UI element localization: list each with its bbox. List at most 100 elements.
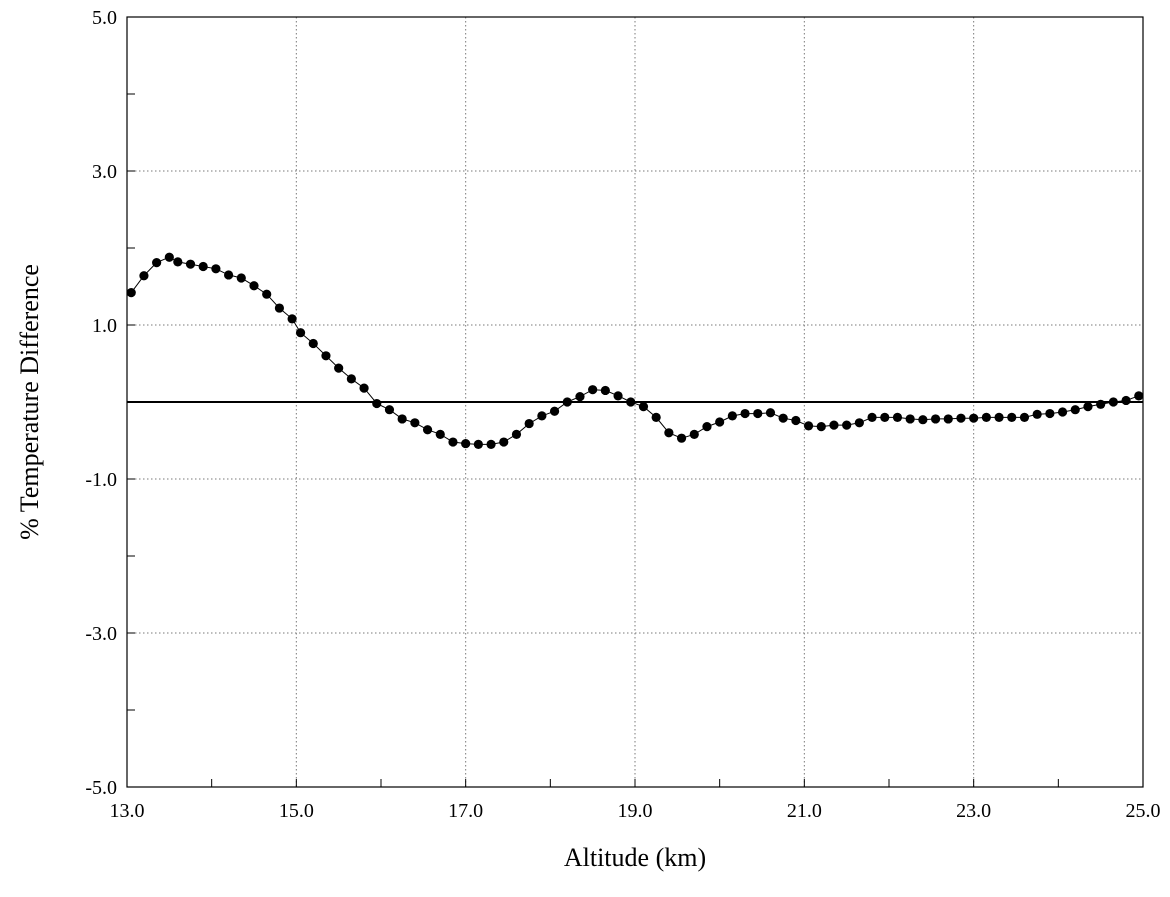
data-point xyxy=(249,281,259,291)
data-point xyxy=(486,439,496,449)
x-tick-label: 21.0 xyxy=(787,800,822,822)
data-point xyxy=(549,406,560,416)
data-point xyxy=(359,383,369,393)
y-tick-label: 3.0 xyxy=(92,161,117,183)
data-point xyxy=(346,374,356,384)
data-point xyxy=(422,425,433,435)
data-point xyxy=(139,271,149,281)
y-tick-labels: -5.0 -3.0 -1.0 1.0 3.0 5.0 xyxy=(85,7,117,799)
data-point xyxy=(262,289,272,299)
data-point xyxy=(981,412,991,422)
data-point xyxy=(676,433,687,443)
data-point xyxy=(473,439,483,449)
data-point xyxy=(778,413,788,423)
data-point xyxy=(664,428,674,438)
data-point xyxy=(613,391,623,401)
data-point xyxy=(765,408,776,418)
data-point xyxy=(651,412,661,422)
data-point xyxy=(562,397,572,407)
data-points xyxy=(126,252,1144,449)
x-tick-label: 13.0 xyxy=(110,800,145,822)
y-tick-label: 1.0 xyxy=(92,315,117,337)
data-point xyxy=(1007,412,1017,422)
data-point xyxy=(321,351,331,361)
data-point xyxy=(1134,391,1144,401)
data-point xyxy=(702,422,712,432)
data-point xyxy=(384,405,395,415)
data-point xyxy=(880,412,890,422)
data-point xyxy=(164,252,174,262)
data-point xyxy=(600,385,610,396)
x-tick-label: 25.0 xyxy=(1126,800,1161,822)
data-point xyxy=(918,415,928,425)
data-point xyxy=(588,385,598,395)
data-point xyxy=(816,422,826,432)
data-point xyxy=(537,411,547,421)
data-point xyxy=(1045,408,1055,419)
data-point xyxy=(397,414,407,424)
data-point xyxy=(626,397,636,407)
data-point xyxy=(274,303,284,313)
data-point xyxy=(892,412,903,422)
data-point xyxy=(524,418,534,429)
data-point xyxy=(1096,399,1106,409)
x-tick-label: 17.0 xyxy=(448,800,483,822)
y-tick-label: -5.0 xyxy=(85,777,117,799)
data-point xyxy=(152,258,162,268)
data-point xyxy=(791,415,801,426)
x-axis-label: Altitude (km) xyxy=(564,843,706,872)
data-point xyxy=(842,420,852,430)
data-point xyxy=(638,402,649,412)
data-point xyxy=(905,414,915,424)
data-point xyxy=(511,429,522,439)
y-axis-label: % Temperature Difference xyxy=(15,264,44,540)
data-point xyxy=(867,412,877,422)
data-point xyxy=(715,417,725,427)
data-point xyxy=(930,414,941,424)
data-point xyxy=(334,363,344,373)
data-point xyxy=(1070,405,1080,415)
data-point xyxy=(956,413,966,423)
x-tick-label: 23.0 xyxy=(956,800,991,822)
data-point xyxy=(1121,395,1131,406)
data-point xyxy=(740,408,750,419)
data-point xyxy=(448,437,458,447)
data-point xyxy=(854,418,864,428)
data-point xyxy=(435,429,445,439)
data-point xyxy=(372,398,382,409)
y-tick-label: 5.0 xyxy=(92,7,117,29)
y-tick-label: -1.0 xyxy=(85,469,117,491)
data-point xyxy=(969,413,979,423)
x-tick-label: 19.0 xyxy=(618,800,653,822)
data-point xyxy=(1108,397,1118,407)
y-tick-label: -3.0 xyxy=(85,623,117,645)
x-tick-label: 15.0 xyxy=(279,800,314,822)
data-point xyxy=(224,270,234,280)
data-point xyxy=(943,414,953,424)
data-point xyxy=(308,338,318,349)
data-point xyxy=(295,328,306,338)
data-point xyxy=(1057,407,1068,417)
data-point xyxy=(173,257,183,267)
data-point xyxy=(461,438,471,449)
data-point xyxy=(1083,402,1093,412)
data-point xyxy=(410,418,420,428)
data-point xyxy=(727,411,737,421)
data-point xyxy=(198,261,208,272)
data-point xyxy=(829,420,839,430)
data-point xyxy=(236,273,246,283)
data-point xyxy=(803,421,814,431)
data-point xyxy=(575,392,585,402)
data-point xyxy=(1019,412,1030,422)
data-point xyxy=(753,408,763,419)
data-point xyxy=(994,412,1004,422)
x-tick-labels: 13.0 15.0 17.0 19.0 21.0 23.0 25.0 xyxy=(110,800,1161,822)
data-point xyxy=(689,429,699,439)
data-point xyxy=(499,437,509,447)
data-point xyxy=(185,259,196,269)
data-point xyxy=(287,314,297,324)
data-point xyxy=(126,288,136,298)
data-point xyxy=(211,264,221,274)
